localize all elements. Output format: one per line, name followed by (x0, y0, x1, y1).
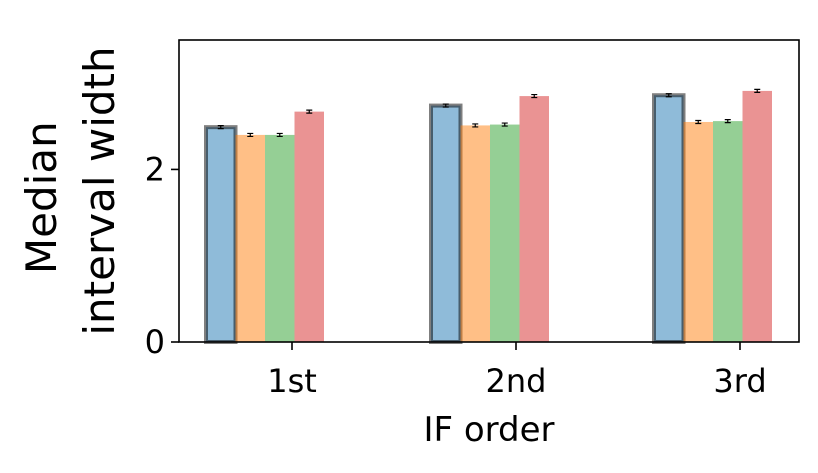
error-bar-2nd-series-3 (501, 122, 508, 127)
y-axis-label-line-1: Median (17, 121, 66, 274)
x-axis-label: IF order (423, 410, 554, 450)
error-bar-1st-series-1 (217, 125, 224, 130)
x-tick-label-1st: 1st (267, 362, 317, 400)
bar-3rd-series-2 (683, 121, 713, 342)
error-bar-1st-series-2 (247, 132, 254, 138)
bar-3rd-series-1 (652, 93, 686, 344)
error-bar-1st-series-4 (306, 109, 313, 114)
bar-1st-series-4 (294, 111, 324, 343)
bar-1st-series-3 (265, 134, 295, 342)
error-bar-2nd-series-4 (531, 93, 538, 99)
error-bar-3rd-series-4 (754, 88, 761, 94)
bar-3rd-series-4 (742, 90, 772, 342)
x-axis: 1st 2nd 3rd (267, 342, 767, 400)
bar-3rd-series-3 (713, 121, 743, 342)
y-tick-label-0: 0 (145, 323, 165, 361)
bar-2nd-series-4 (519, 96, 549, 342)
bar-2nd-series-1 (429, 103, 463, 344)
y-axis: 02 (145, 150, 179, 361)
bar-1st-series-1 (204, 125, 238, 345)
y-axis-label-line-2: interval width (75, 46, 124, 335)
bar-2nd-series-2 (460, 125, 490, 342)
y-axis-label: Median interval width (17, 46, 124, 335)
error-bar-3rd-series-3 (724, 119, 731, 124)
error-bar-1st-series-3 (276, 132, 283, 138)
error-bar-2nd-series-1 (442, 103, 449, 108)
error-bar-2nd-series-2 (472, 123, 479, 128)
y-tick-label-2: 2 (145, 150, 165, 188)
error-bar-3rd-series-2 (695, 119, 702, 125)
bar-1st-series-2 (235, 134, 265, 342)
x-tick-label-3rd: 3rd (713, 362, 766, 400)
error-bars-layer (217, 88, 761, 138)
x-tick-label-2nd: 2nd (486, 362, 547, 400)
bars-layer (204, 90, 772, 345)
error-bar-3rd-series-1 (665, 93, 672, 98)
plot-area-frame (178, 39, 800, 343)
bar-2nd-series-3 (490, 124, 520, 342)
